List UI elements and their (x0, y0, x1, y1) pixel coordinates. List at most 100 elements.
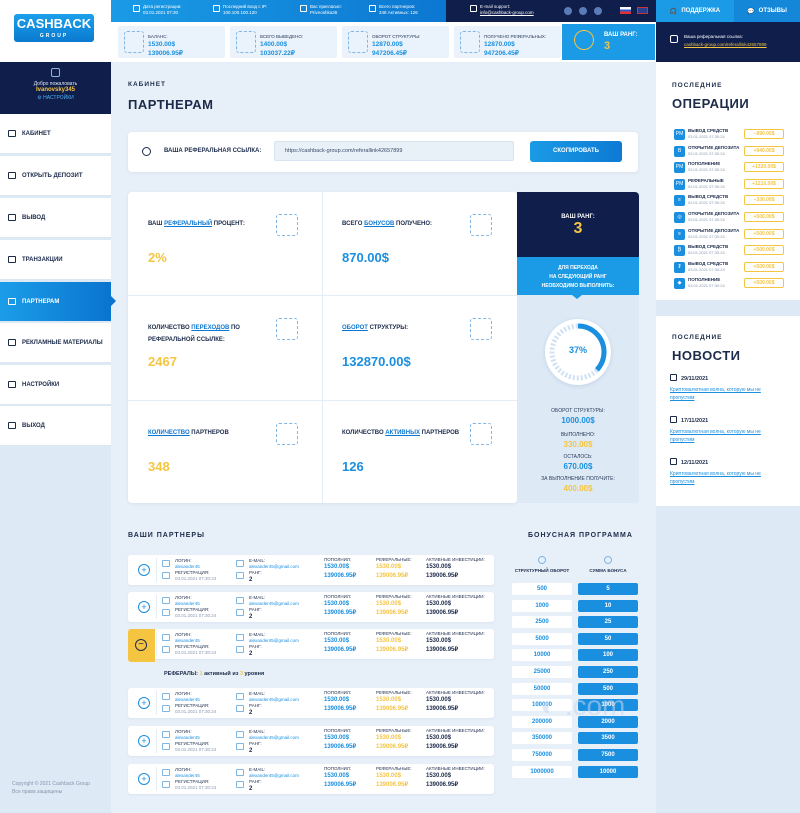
en-flag-icon[interactable] (637, 7, 648, 14)
email-value[interactable]: alexander45@gmail.com (249, 697, 299, 702)
news-link[interactable]: Криптовалютная волна, которую мы не проп… (670, 471, 761, 485)
rank-field: РАНГ: 2 (249, 741, 262, 754)
email-value[interactable]: info@cashback-group.com (480, 10, 534, 15)
bonus-col-turnover: СТРУКТУРНЫЙ ОБОРОТ (514, 568, 570, 573)
bonus-turnover-cell: 100000 (512, 699, 572, 712)
inv-label: АКТИВНЫЕ ИНВЕСТИЦИИ: (426, 728, 485, 733)
login-value[interactable]: alexander45 (175, 601, 200, 606)
nav-item-partners[interactable]: ПАРТНЕРАМ (0, 282, 111, 322)
rank-value: 2 (249, 614, 253, 620)
settings-link[interactable]: ⚙ НАСТРОЙКИ (37, 95, 74, 101)
nav-item-promo[interactable]: РЕКЛАМНЫЕ МАТЕРИАЛЫ (0, 323, 111, 363)
nav-item-settings[interactable]: НАСТРОЙКИ (0, 365, 111, 405)
monitor-icon (213, 5, 220, 12)
nav-item-logout[interactable]: ВЫХОД (0, 406, 111, 446)
mail-icon (236, 769, 244, 776)
login-value[interactable]: alexander45 (175, 697, 200, 702)
nav-item-deposit[interactable]: ОТКРЫТЬ ДЕПОЗИТ (0, 156, 111, 196)
login-value[interactable]: alexander45 (175, 773, 200, 778)
cell-label-highlight: АКТИВНЫХ (385, 430, 420, 436)
rank-label: ВАШ РАНГ: (604, 32, 638, 38)
calendar-icon (670, 458, 677, 465)
login-value[interactable]: alexander45 (175, 638, 200, 643)
ref-link-label: Ваша реферальная ссылка: (684, 34, 743, 39)
user-icon (162, 731, 170, 738)
email-value[interactable]: alexander45@gmail.com (249, 601, 299, 606)
crown-icon (574, 30, 594, 50)
referral-link-input[interactable]: https://cashback-group.com/referallink42… (274, 141, 514, 161)
reviews-button[interactable]: 💬 ОТЗЫВЫ (734, 0, 800, 22)
vk-icon[interactable] (564, 7, 572, 15)
calendar-icon (670, 416, 677, 423)
nav-item-withdraw[interactable]: ВЫВОД (0, 198, 111, 238)
minus-icon: − (135, 639, 147, 651)
user-panel: Добро пожаловать Ivanovsky345 ⚙ НАСТРОЙК… (0, 62, 111, 114)
email-value[interactable]: alexander45@gmail.com (249, 638, 299, 643)
cell-value: 870.00$ (342, 250, 389, 265)
inv-value-usd: 1530.00$ (426, 773, 452, 779)
login-value[interactable]: alexander45 (175, 564, 200, 569)
left-value: 670.00$ (563, 462, 593, 471)
ref-link-value[interactable]: cashback-group.com/referallink42657899 (684, 42, 767, 47)
telegram-icon[interactable] (594, 7, 602, 15)
nav-item-label: ВЫВОД (22, 214, 46, 221)
inv-label: АКТИВНЫЕ ИНВЕСТИЦИИ: (426, 631, 485, 636)
reg-label: РЕГИСТРАЦИЯ: (175, 570, 210, 575)
divider (322, 192, 323, 503)
operation-icon: ≡ (674, 195, 685, 207)
support-button[interactable]: 🎧 ПОДДЕРЖКА (656, 0, 734, 22)
expand-button[interactable]: + (138, 697, 150, 709)
ru-flag-icon[interactable] (620, 7, 631, 14)
news-link[interactable]: Криптовалютная волна, которую мы не проп… (670, 429, 761, 443)
cell-label-highlight: БОНУСОВ (364, 221, 395, 227)
topbar: Дата регистрации: 03.01.2021 07:30 Послед… (111, 0, 446, 22)
login-label: ЛОГИН: (175, 767, 192, 772)
news-link[interactable]: Криптовалютная волна, которую мы не проп… (670, 387, 761, 401)
cell-label: КОЛИЧЕСТВО ПАРТНЕРОВ (148, 427, 268, 439)
cell-label-highlight: ОБОРОТ (342, 325, 368, 331)
cell-label-post: ПАРТНЕРОВ (419, 430, 460, 436)
nav-item-transactions[interactable]: ТРАНЗАКЦИИ (0, 240, 111, 280)
logout-icon (8, 422, 16, 429)
done-label: ВЫПОЛНЕНО: (560, 432, 596, 438)
expand-button[interactable]: + (138, 735, 150, 747)
rank-value: 3 (604, 40, 611, 52)
inv-value-usd: 1530.00$ (426, 697, 452, 703)
login-value[interactable]: alexander45 (175, 735, 200, 740)
bonus-turnover-cell: 2500 (512, 616, 572, 629)
inv-value-rub: 139006.95₽ (426, 744, 459, 750)
refs-value-rub: 139006.95₽ (376, 782, 409, 788)
rank-icon (236, 609, 244, 616)
operation-date: 03.01.2021 07:30:24 (688, 283, 725, 289)
nav-item-cabinet[interactable]: КАБИНЕТ (0, 114, 111, 154)
topup-label: ПОПОЛНИЛ: (324, 728, 352, 733)
logo-area: CASHBACK GROUP (0, 0, 111, 62)
stat-label: БАЛАНС: (148, 34, 168, 39)
logo[interactable]: CASHBACK GROUP (14, 14, 94, 42)
news-date-text: 12/11/2021 (681, 460, 709, 466)
operation-title: РЕФЕРАЛЬНЫЕ (688, 177, 724, 183)
expand-button[interactable]: + (138, 564, 150, 576)
operation-date: 03.01.2021 07:30:24 (688, 266, 725, 272)
email-value[interactable]: alexander45@gmail.com (249, 564, 299, 569)
expand-button[interactable]: + (138, 601, 150, 613)
rank-value: 2 (249, 786, 253, 792)
reg-value: 03.01.2021 07:30 (143, 10, 179, 15)
email-value[interactable]: alexander45@gmail.com (249, 773, 299, 778)
user-icon (162, 597, 170, 604)
expand-button[interactable]: + (138, 773, 150, 785)
rank-field: РАНГ: 2 (249, 570, 262, 583)
cell-label-pre: КОЛИЧЕСТВО (342, 430, 386, 436)
inv-value-usd: 1530.00$ (426, 564, 452, 570)
youtube-icon[interactable] (579, 7, 587, 15)
operation-item: ◎ ОТКРЫТИЕ ДЕПОЗИТА 03.01.2021 07:30:24 +50… (674, 211, 784, 226)
collapse-button[interactable]: − (128, 629, 155, 662)
rank-icon (236, 572, 244, 579)
referals-level-count: 3 (239, 671, 244, 677)
inv-label: АКТИВНЫЕ ИНВЕСТИЦИИ: (426, 766, 485, 771)
copy-button[interactable]: СКОПИРОВАТЬ (530, 141, 622, 162)
email-value[interactable]: alexander45@gmail.com (249, 735, 299, 740)
rank-label: РАНГ: (249, 741, 262, 746)
divider (156, 767, 157, 791)
breadcrumb[interactable]: КАБИНЕТ (128, 81, 167, 88)
